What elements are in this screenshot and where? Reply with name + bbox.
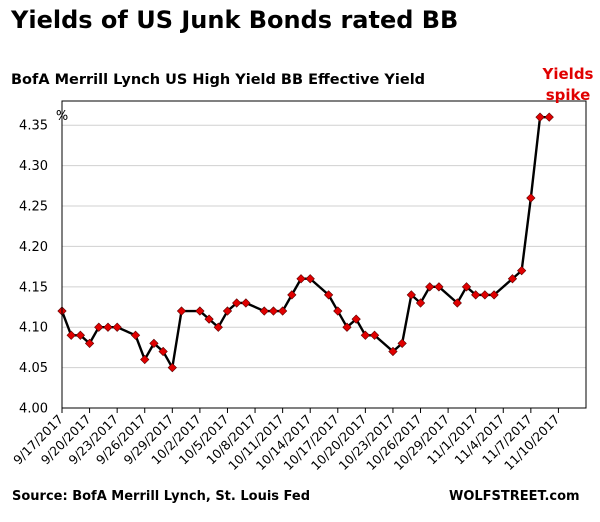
data-point bbox=[232, 298, 242, 308]
data-point bbox=[140, 354, 150, 365]
data-point bbox=[535, 112, 545, 122]
series-yield bbox=[57, 112, 554, 373]
y-tick-label: 4.25 bbox=[19, 200, 48, 215]
data-point bbox=[406, 290, 416, 300]
data-point bbox=[360, 330, 370, 340]
data-point bbox=[397, 338, 407, 348]
data-point bbox=[489, 290, 499, 300]
chart-title: Yields of US Junk Bonds rated BB bbox=[11, 6, 459, 34]
gridlines bbox=[62, 124, 586, 409]
data-point bbox=[103, 322, 113, 332]
data-point bbox=[507, 274, 518, 284]
data-point bbox=[434, 282, 444, 292]
data-point bbox=[287, 290, 297, 300]
annotation-line-1: Yields bbox=[542, 65, 594, 83]
data-point bbox=[130, 330, 141, 340]
data-point bbox=[112, 322, 122, 332]
data-point bbox=[333, 306, 343, 316]
data-point bbox=[278, 306, 288, 316]
data-point bbox=[323, 290, 334, 300]
y-axis-ticks: 4.00 4.05 4.10 4.15 4.20 4.25 4.30 4.35 bbox=[19, 119, 48, 417]
x-axis-ticks: 9/17/20179/20/20179/23/20179/26/20179/29… bbox=[10, 408, 563, 473]
data-point bbox=[452, 298, 462, 308]
chart-subtitle: BofA Merrill Lynch US High Yield BB Effe… bbox=[11, 72, 426, 88]
data-point bbox=[259, 306, 269, 316]
yields-spike-annotation: Yields spike bbox=[538, 64, 598, 106]
data-point bbox=[94, 322, 104, 332]
data-point bbox=[66, 330, 76, 340]
y-tick-label: 4.10 bbox=[19, 321, 48, 336]
y-tick-label: 4.15 bbox=[19, 280, 48, 295]
data-point bbox=[167, 362, 177, 373]
data-point bbox=[158, 346, 168, 357]
data-point bbox=[84, 338, 95, 348]
data-point bbox=[222, 306, 233, 316]
y-tick-label: 4.30 bbox=[19, 159, 48, 174]
series-line bbox=[60, 115, 550, 369]
data-point bbox=[461, 282, 472, 292]
data-point bbox=[425, 282, 435, 292]
y-tick-label: 4.05 bbox=[19, 361, 48, 376]
data-point bbox=[75, 330, 86, 340]
y-tick-label: 4.00 bbox=[19, 402, 48, 417]
data-point bbox=[388, 346, 398, 357]
data-point bbox=[241, 298, 251, 308]
y-tick-label: 4.35 bbox=[19, 119, 48, 134]
data-point bbox=[471, 290, 481, 300]
data-point bbox=[415, 298, 426, 308]
data-point bbox=[351, 314, 361, 324]
data-point bbox=[369, 330, 380, 340]
data-point bbox=[213, 322, 223, 332]
y-tick-label: 4.20 bbox=[19, 240, 48, 255]
data-point bbox=[195, 306, 205, 316]
data-point bbox=[480, 290, 490, 300]
data-point bbox=[305, 274, 315, 284]
annotation-line-2: spike bbox=[545, 86, 591, 104]
data-point bbox=[296, 274, 306, 284]
data-point bbox=[149, 338, 159, 348]
source-note: Source: BofA Merrill Lynch, St. Louis Fe… bbox=[12, 489, 311, 504]
data-point bbox=[204, 314, 214, 324]
data-point bbox=[268, 306, 279, 316]
data-point bbox=[544, 112, 554, 122]
data-point bbox=[517, 266, 527, 276]
plot-frame bbox=[61, 100, 587, 409]
brand-mark: WOLFSTREET.com bbox=[449, 489, 580, 504]
data-point bbox=[176, 306, 187, 316]
data-point bbox=[526, 193, 536, 203]
data-point bbox=[342, 322, 352, 332]
